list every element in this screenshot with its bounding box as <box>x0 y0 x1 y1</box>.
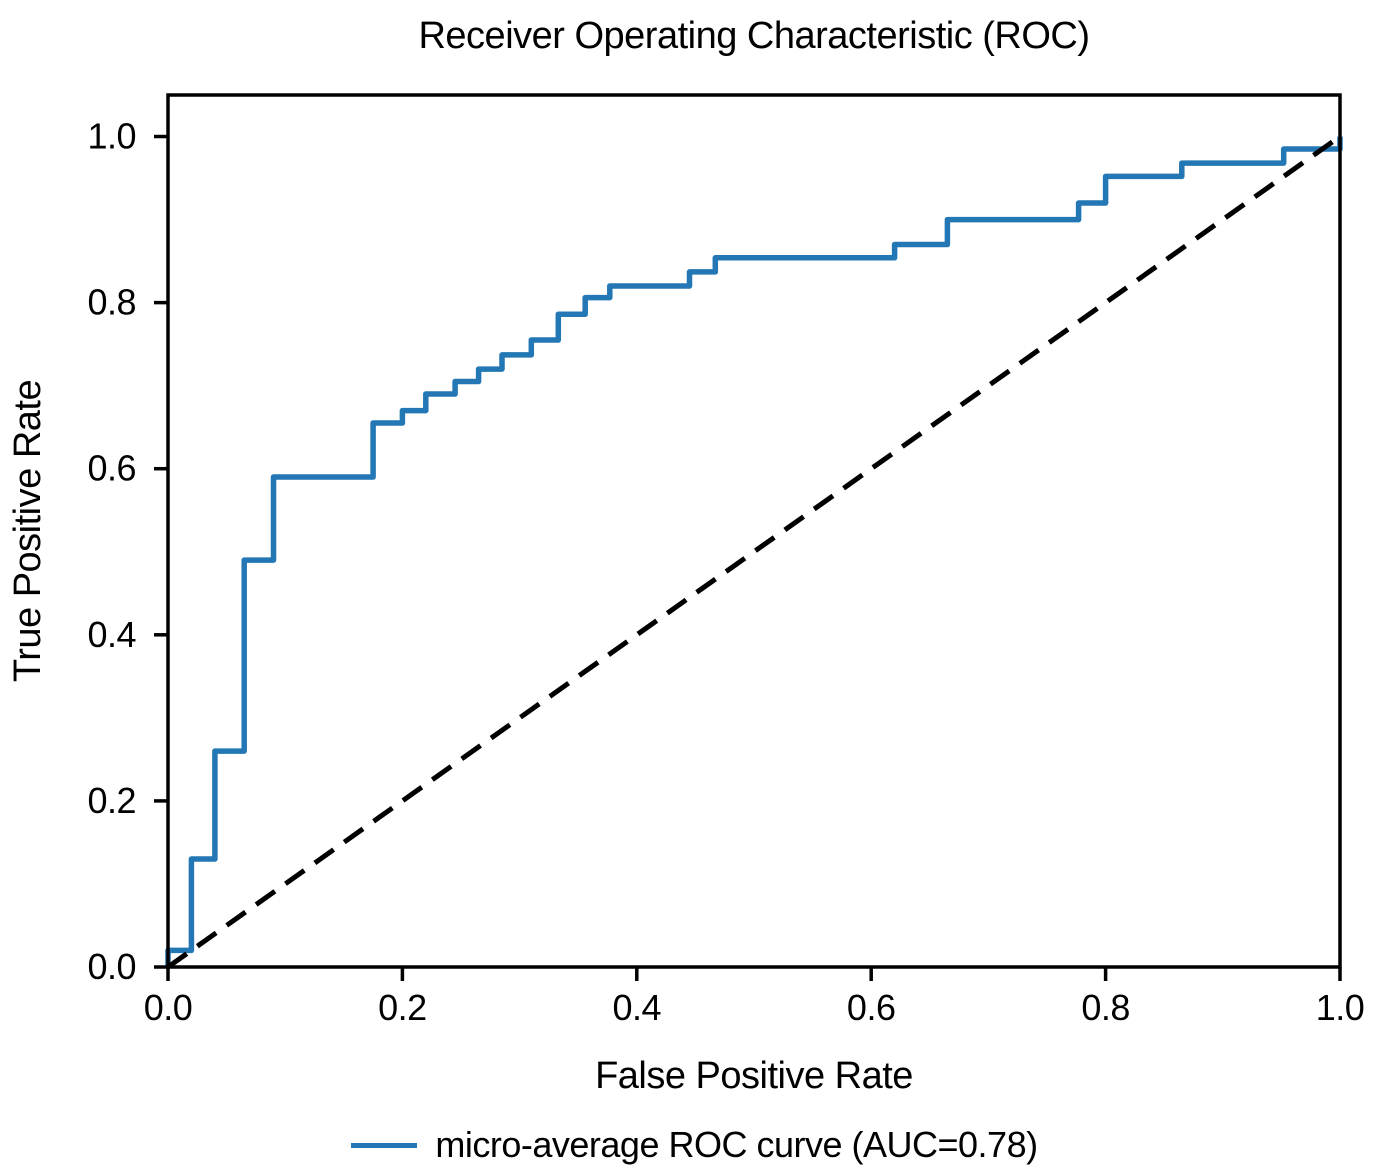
x-tick-label: 0.6 <box>847 987 896 1028</box>
y-tick-label: 1.0 <box>87 116 136 157</box>
y-axis-label: True Positive Rate <box>7 380 49 682</box>
y-tick-label: 0.6 <box>87 448 136 489</box>
legend-line-sample <box>351 1142 418 1148</box>
series-chance-diagonal <box>166 134 1342 970</box>
x-ticks: 0.0 0.2 0.4 0.6 0.8 1.0 <box>144 967 1365 1028</box>
y-tick-label: 0.8 <box>87 282 136 323</box>
series-micro-average-roc-curve <box>165 136 1343 967</box>
series-lines <box>165 134 1343 970</box>
x-axis-label: False Positive Rate <box>595 1055 913 1097</box>
legend: micro-average ROC curve (AUC=0.78) <box>0 1124 1389 1166</box>
x-tick-label: 0.8 <box>1081 987 1130 1028</box>
chart-title: Receiver Operating Characteristic (ROC) <box>418 15 1089 57</box>
x-tick-label: 0.0 <box>144 987 193 1028</box>
y-tick-label: 0.2 <box>87 780 136 821</box>
y-tick-label: 0.0 <box>87 946 136 987</box>
legend-label: micro-average ROC curve (AUC=0.78) <box>435 1124 1038 1165</box>
y-tick-label: 0.4 <box>87 614 136 655</box>
x-tick-label: 1.0 <box>1316 987 1365 1028</box>
y-ticks: 0.0 0.2 0.4 0.6 0.8 1.0 <box>87 116 168 987</box>
plot-border <box>166 93 1342 969</box>
x-tick-label: 0.2 <box>378 987 427 1028</box>
x-tick-label: 0.4 <box>613 987 662 1028</box>
